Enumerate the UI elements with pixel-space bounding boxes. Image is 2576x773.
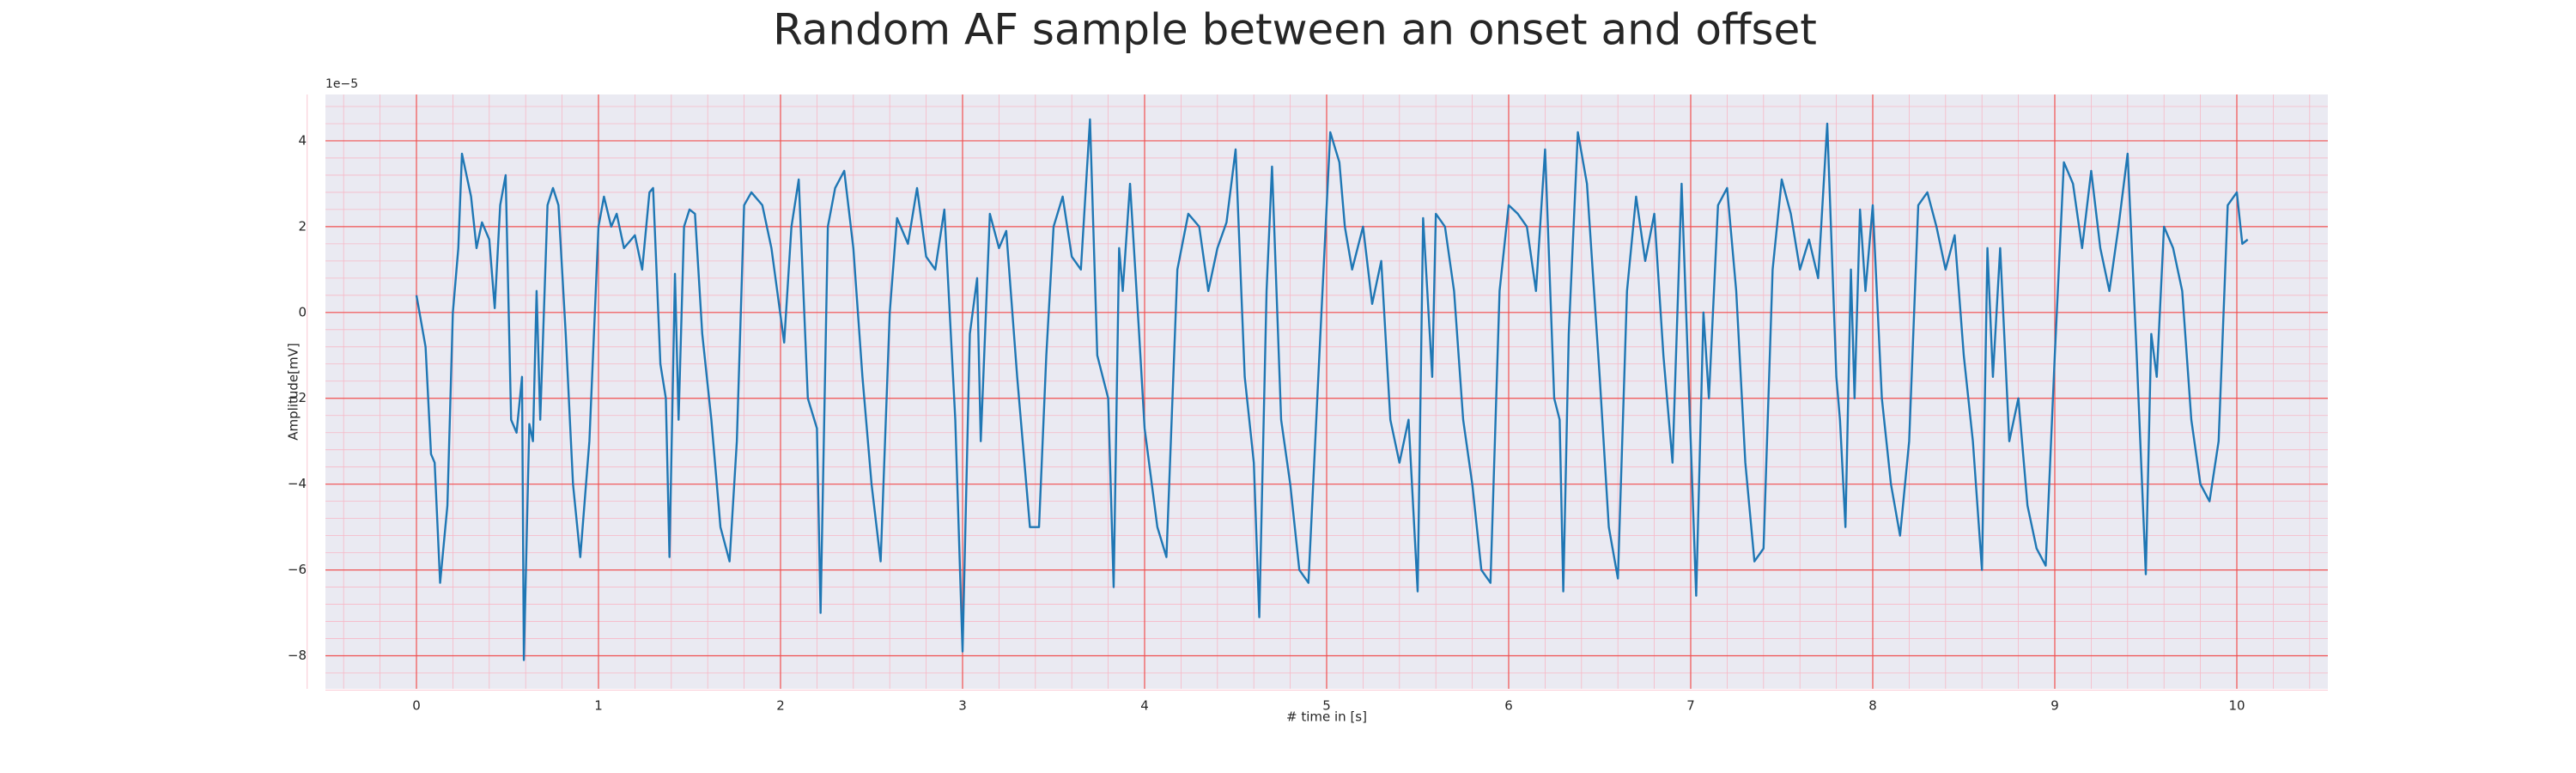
x-tick-label: 10 (2228, 698, 2245, 714)
chart-title: Random AF sample between an onset and of… (773, 5, 1817, 55)
x-tick-label: 7 (1686, 698, 1695, 714)
x-tick-label: 6 (1504, 698, 1513, 714)
x-tick-label: 4 (1140, 698, 1149, 714)
y-tick-label: 2 (298, 218, 307, 234)
y-tick-label: 4 (298, 132, 307, 148)
x-tick-label: 2 (776, 698, 785, 714)
x-axis-label: # time in [s] (1286, 709, 1367, 725)
y-tick-label: −2 (288, 390, 307, 405)
x-tick-label: 3 (958, 698, 967, 714)
y-offset-label: 1e−5 (325, 77, 358, 91)
x-tick-label: 0 (412, 698, 421, 714)
y-axis-label: Amplitude[mV] (286, 343, 301, 440)
y-tick-label: −6 (288, 562, 307, 577)
x-tick-label: 9 (2050, 698, 2059, 714)
y-tick-label: −4 (288, 476, 307, 491)
x-tick-label: 5 (1322, 698, 1331, 714)
y-tick-label: −8 (288, 648, 307, 663)
x-tick-label: 8 (1868, 698, 1877, 714)
x-tick-label: 1 (594, 698, 603, 714)
y-tick-label: 0 (298, 304, 307, 320)
signal-line (415, 118, 2249, 661)
